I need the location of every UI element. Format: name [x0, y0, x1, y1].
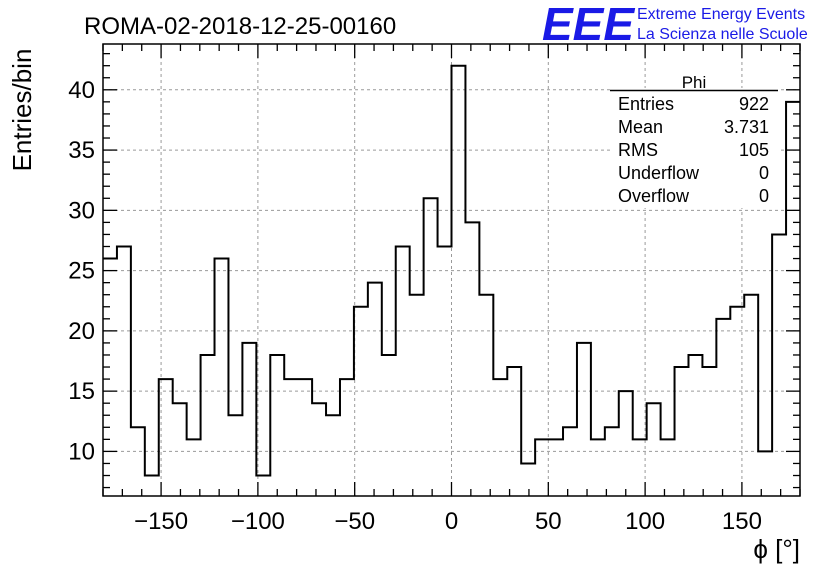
y-tick-label: 10 [68, 438, 95, 465]
histogram-bar [298, 379, 312, 496]
histogram-bar [647, 403, 661, 496]
tick-labels: −150 −100 −50 0 50 100 150 10 15 20 25 30 35 40 [68, 77, 762, 535]
histogram-bar [535, 439, 549, 496]
histogram-bar [284, 379, 298, 496]
stats-row-value: 3.731 [724, 117, 769, 137]
histogram-bar [465, 222, 479, 496]
histogram-bar [688, 355, 702, 496]
stats-row-value: 105 [739, 140, 769, 160]
stats-row-value: 0 [759, 163, 769, 183]
x-tick-label: −100 [231, 508, 285, 535]
histogram-bar [410, 295, 424, 496]
histogram-bar [228, 415, 242, 496]
histogram-bar [117, 246, 131, 496]
stats-box-background [610, 88, 780, 208]
histogram-bar [619, 391, 633, 496]
histogram-bar [772, 234, 786, 496]
x-tick-label: −150 [134, 508, 188, 535]
histogram-bar [396, 246, 410, 496]
histogram-bar [730, 307, 744, 496]
stats-row-label: RMS [618, 140, 658, 160]
histogram-bar [493, 379, 507, 496]
histogram-bar [675, 367, 689, 496]
histogram-bar [577, 343, 591, 496]
stats-row-label: Underflow [618, 163, 700, 183]
stats-row-label: Mean [618, 117, 663, 137]
histogram-bar [173, 403, 187, 496]
axis-ticks [102, 44, 801, 496]
run-title: ROMA-02-2018-12-25-00160 [84, 13, 396, 40]
histogram-bar [661, 439, 675, 496]
x-tick-label: 50 [535, 508, 562, 535]
logo-line-1: Extreme Energy Events [637, 6, 805, 23]
histogram-bar [507, 367, 521, 496]
stats-row-value: 922 [739, 94, 769, 114]
stats-box: Phi Entries 922 Mean 3.731 RMS 105 Underflow 0 O… [610, 73, 780, 208]
stats-row-label: Overflow [618, 186, 690, 206]
histogram-bar [716, 319, 730, 496]
x-tick-label: 0 [445, 508, 458, 535]
histogram-bar [744, 295, 758, 496]
histogram-bar [326, 415, 340, 496]
histogram-bar [563, 427, 577, 496]
histogram-bar [438, 246, 452, 496]
histogram-bar [382, 355, 396, 496]
y-tick-label: 20 [68, 318, 95, 345]
histogram-bar [215, 259, 229, 496]
x-axis-label: ϕ [°] [753, 534, 800, 564]
histogram-bar [591, 439, 605, 496]
histogram-series [103, 64, 800, 496]
histogram-bar [452, 66, 466, 496]
histogram-bar [340, 379, 354, 496]
stats-row-label: Entries [618, 94, 674, 114]
histogram-bar [368, 283, 382, 496]
eee-logo: EEE [542, 0, 635, 50]
stats-row-value: 0 [759, 186, 769, 206]
histogram-bar [312, 403, 326, 496]
y-tick-label: 15 [68, 378, 95, 405]
y-tick-label: 40 [68, 77, 95, 104]
histogram-bar [201, 355, 215, 496]
histogram-bar [242, 343, 256, 496]
x-tick-label: 150 [722, 508, 762, 535]
y-tick-label: 30 [68, 197, 95, 224]
histogram-bar [479, 295, 493, 496]
y-tick-label: 25 [68, 258, 95, 285]
y-tick-label: 35 [68, 137, 95, 164]
histogram-bar [270, 355, 284, 496]
histogram-bar [549, 439, 563, 496]
histogram-bar [758, 451, 772, 496]
logo-line-2: La Scienza nelle Scuole [637, 26, 808, 43]
y-axis-label: Entries/bin [7, 49, 37, 172]
histogram-bar [354, 307, 368, 496]
histogram-bar [702, 367, 716, 496]
histogram-bar [131, 427, 145, 496]
stats-title: Phi [682, 73, 707, 92]
histogram-bar [145, 476, 159, 496]
histogram-outline [103, 64, 800, 477]
x-tick-label: 100 [625, 508, 665, 535]
histogram-bar [786, 102, 800, 496]
histogram-bar [521, 463, 535, 496]
histogram-bar [187, 439, 201, 496]
histogram-bar [605, 427, 619, 496]
stats-rows: Entries 922 Mean 3.731 RMS 105 Underflow 0 Overf… [618, 94, 769, 206]
x-tick-label: −50 [334, 508, 375, 535]
